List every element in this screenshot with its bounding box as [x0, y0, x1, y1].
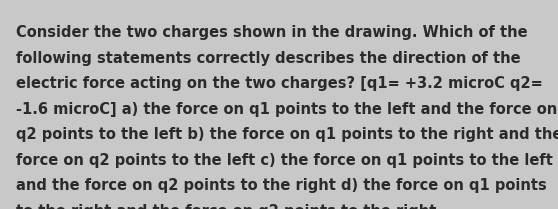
Text: force on q2 points to the left c) the force on q1 points to the left: force on q2 points to the left c) the fo…	[16, 153, 552, 168]
Text: -1.6 microC] a) the force on q1 points to the left and the force on: -1.6 microC] a) the force on q1 points t…	[16, 102, 557, 117]
Text: and the force on q2 points to the right d) the force on q1 points: and the force on q2 points to the right …	[16, 178, 546, 193]
Text: electric force acting on the two charges? [q1= +3.2 microC q2=: electric force acting on the two charges…	[16, 76, 542, 91]
Text: following statements correctly describes the direction of the: following statements correctly describes…	[16, 51, 520, 66]
Text: Consider the two charges shown in the drawing. Which of the: Consider the two charges shown in the dr…	[16, 25, 527, 40]
Text: to the right and the force on q2 points to the right.: to the right and the force on q2 points …	[16, 204, 441, 209]
Text: q2 points to the left b) the force on q1 points to the right and the: q2 points to the left b) the force on q1…	[16, 127, 558, 142]
